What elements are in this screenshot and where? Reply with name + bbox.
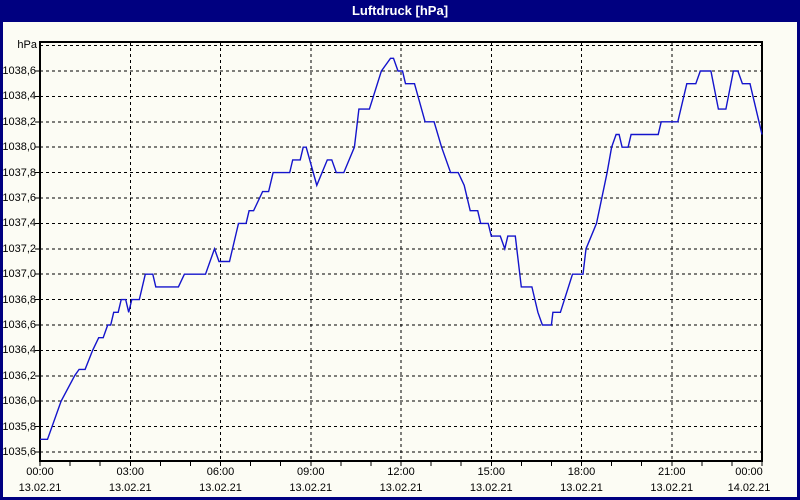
x-tick-date-label: 13.02.21 [650, 482, 694, 494]
plot-frame [39, 41, 763, 462]
x-tick-date-label: 13.02.21 [560, 482, 603, 494]
y-tick-label: 1036,8 [2, 293, 36, 306]
y-tick-label: 1036,0 [2, 395, 36, 408]
y-tick-label: 1037,6 [2, 192, 36, 204]
y-tick-label: 1037,0 [2, 268, 36, 281]
y-tick-label: 1036,2 [2, 369, 36, 382]
x-tick-time-label: 15:00 [477, 466, 506, 478]
y-tick-label: 1035,6 [2, 446, 36, 458]
y-tick-label: 1036,4 [2, 344, 36, 357]
y-axis-unit-label: hPa [17, 39, 37, 51]
y-tick-label: 1038,2 [2, 115, 36, 128]
x-tick-time-label: 12:00 [387, 466, 415, 478]
x-tick-date-label: 13.02.21 [18, 482, 62, 494]
x-tick-date-label: 13.02.21 [469, 482, 513, 494]
y-tick-label: 1037,8 [2, 166, 36, 179]
x-tick-time-label: 06:00 [206, 466, 235, 478]
x-tick-time-label: 18:00 [567, 466, 596, 478]
x-tick-time-label: 00:00 [26, 466, 54, 478]
pressure-line [40, 57, 763, 440]
y-tick-label: 1035,8 [2, 420, 36, 433]
x-tick-time-label: 00:00 [735, 466, 763, 478]
y-tick-label: 1038,6 [2, 65, 36, 77]
y-tick-label: 1036,6 [2, 319, 36, 331]
x-tick-time-label: 21:00 [657, 466, 686, 478]
x-tick-date-label: 13.02.21 [108, 482, 152, 494]
y-tick-label: 1037,2 [2, 242, 36, 255]
x-tick-time-label: 03:00 [116, 466, 145, 478]
x-tick-date-label: 13.02.21 [289, 482, 333, 494]
window-title-bar[interactable]: Luftdruck [hPa] [0, 0, 800, 22]
x-tick-date-label: 13.02.21 [199, 482, 242, 494]
x-tick-time-label: 09:00 [296, 466, 325, 478]
y-tick-label: 1038,4 [2, 90, 36, 103]
x-tick-date-label: 13.02.21 [379, 482, 423, 494]
y-tick-label: 1038,0 [2, 141, 36, 154]
x-tick-date-label: 14.02.21 [727, 482, 771, 494]
y-tick-label: 1037,4 [2, 217, 36, 230]
window-title: Luftdruck [hPa] [351, 3, 449, 18]
